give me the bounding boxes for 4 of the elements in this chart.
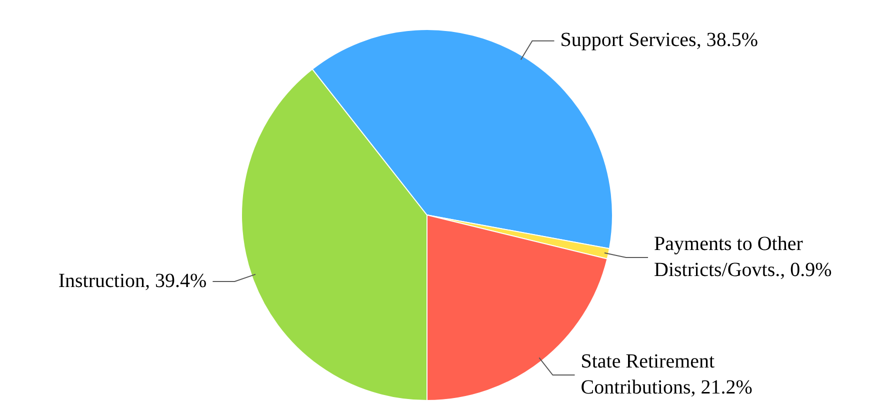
slice-label: State Retirement Contributions, 21.2% — [580, 350, 752, 398]
slice-label: Support Services, 38.5% — [560, 29, 758, 52]
slice-label: Payments to Other Districts/Govts., 0.9% — [654, 232, 832, 281]
slice-label: Instruction, 39.4% — [58, 270, 207, 292]
